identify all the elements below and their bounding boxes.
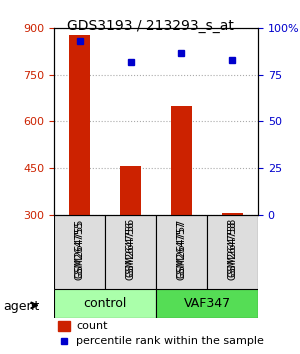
Text: GSM264757: GSM264757 <box>176 218 187 278</box>
Text: control: control <box>83 297 127 310</box>
FancyBboxPatch shape <box>156 215 207 289</box>
Text: GSM264756: GSM264756 <box>125 218 136 278</box>
Text: GSM264758: GSM264758 <box>227 221 238 280</box>
FancyBboxPatch shape <box>207 215 258 289</box>
Text: GSM264756: GSM264756 <box>125 221 136 280</box>
FancyBboxPatch shape <box>156 289 258 318</box>
Text: GSM264758: GSM264758 <box>227 218 238 278</box>
Bar <box>120 166 141 215</box>
Text: agent: agent <box>3 300 39 313</box>
Bar <box>171 106 192 215</box>
Text: GSM264755: GSM264755 <box>74 221 85 280</box>
Bar <box>69 35 90 215</box>
Text: VAF347: VAF347 <box>183 297 231 310</box>
FancyBboxPatch shape <box>54 215 105 289</box>
Bar <box>58 321 70 331</box>
Bar <box>222 213 243 215</box>
Text: count: count <box>76 321 108 331</box>
Text: GSM264757: GSM264757 <box>176 221 187 280</box>
Text: GDS3193 / 213293_s_at: GDS3193 / 213293_s_at <box>67 19 233 34</box>
FancyBboxPatch shape <box>54 289 156 318</box>
Text: GSM264755: GSM264755 <box>74 218 85 278</box>
Text: percentile rank within the sample: percentile rank within the sample <box>76 336 264 346</box>
FancyBboxPatch shape <box>105 215 156 289</box>
